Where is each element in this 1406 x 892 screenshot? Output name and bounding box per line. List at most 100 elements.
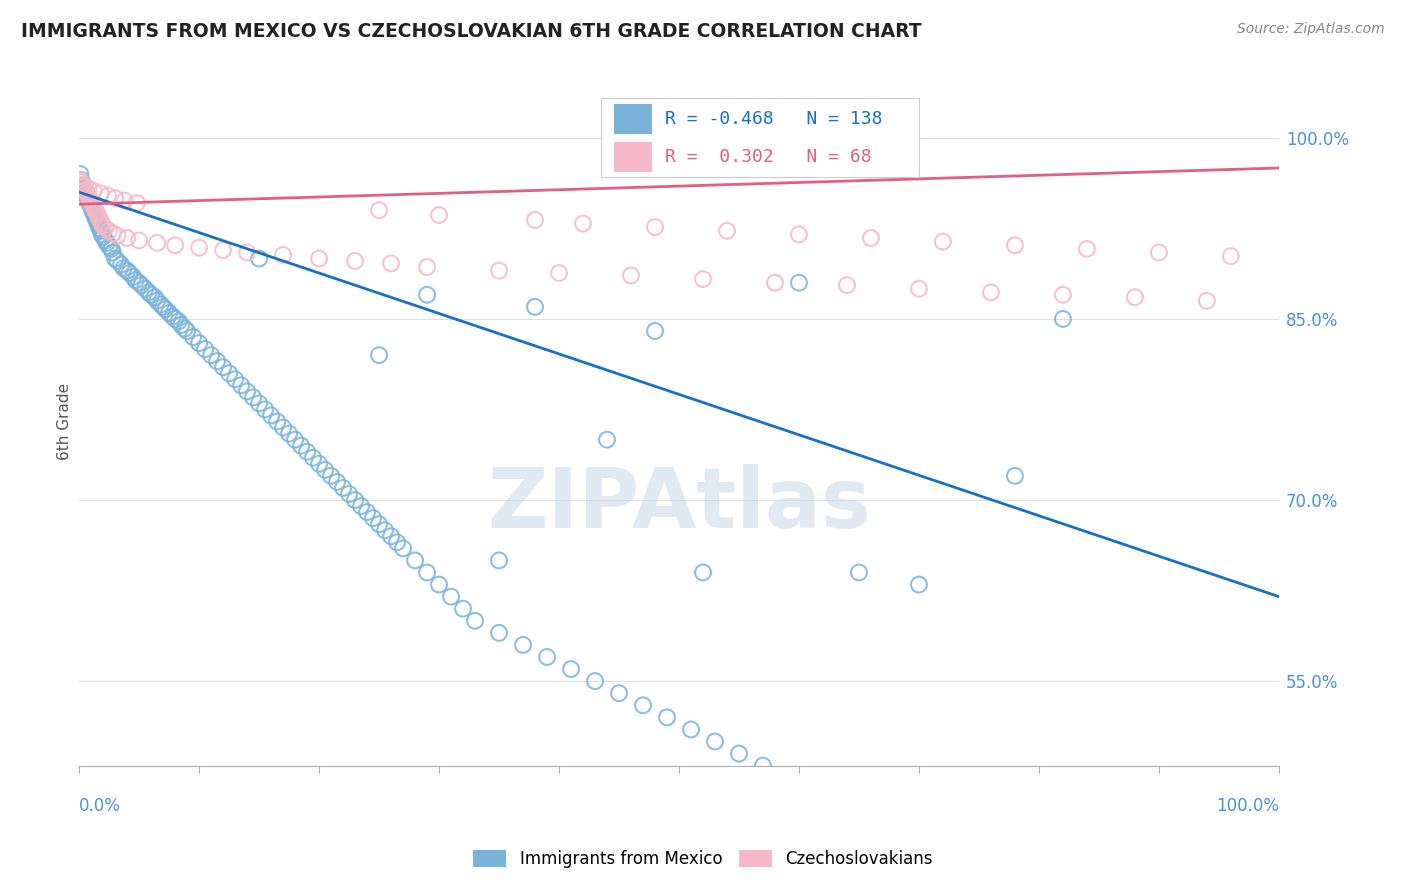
Point [143,290,166,304]
Point [75,185,97,199]
Point [308,252,330,266]
Point [90,186,112,201]
Point [787,227,810,242]
Point [488,263,510,277]
Point [524,213,547,227]
Point [83,184,105,198]
Point [96,235,118,250]
Point [86,215,108,229]
Point [908,577,931,591]
Point [90,217,112,231]
Point [70,176,93,190]
Point [787,276,810,290]
Point [146,235,169,250]
Point [728,747,751,761]
Point [100,242,122,256]
Point [229,378,252,392]
Point [110,258,132,272]
Point [920,843,942,857]
Point [1052,287,1074,301]
Point [326,475,349,489]
Point [138,285,160,300]
Point [181,330,204,344]
Point [98,224,121,238]
Point [692,566,714,580]
Point [173,321,195,335]
Point [752,758,775,772]
Point [260,409,283,423]
Point [112,261,135,276]
Legend: Immigrants from Mexico, Czechoslovakians: Immigrants from Mexico, Czechoslovakians [467,843,939,875]
Point [361,511,384,525]
Point [77,181,100,195]
Point [114,194,136,208]
Point [75,188,97,202]
Point [967,867,990,881]
Point [620,268,643,283]
Point [83,205,105,219]
Point [800,782,823,797]
Point [254,402,277,417]
Point [368,203,391,218]
Point [247,396,270,410]
Point [536,650,558,665]
Point [115,263,138,277]
Point [859,231,882,245]
Point [83,209,105,223]
Point [512,638,534,652]
Point [104,252,127,266]
Point [77,190,100,204]
Point [76,187,98,202]
Point [416,287,439,301]
Point [89,221,111,235]
Point [115,231,138,245]
Point [524,300,547,314]
Point [368,517,391,532]
Point [404,553,426,567]
Point [79,197,101,211]
Point [94,221,117,235]
Point [776,771,799,785]
Point [278,426,301,441]
Point [344,254,367,268]
Point [80,194,103,209]
Point [72,178,94,192]
Point [236,384,259,399]
Point [308,457,330,471]
Point [380,256,402,270]
Point [70,173,93,187]
Point [97,188,120,202]
Point [188,336,211,351]
Point [107,254,129,268]
Text: ZIPAtlas: ZIPAtlas [486,464,870,545]
Point [73,180,96,194]
Point [101,226,124,240]
Point [90,214,112,228]
Point [188,241,211,255]
Point [440,590,463,604]
Y-axis label: 6th Grade: 6th Grade [58,383,72,460]
Point [212,243,235,257]
Point [1052,312,1074,326]
Point [82,197,104,211]
Point [134,282,156,296]
Point [1195,293,1218,308]
Point [607,686,630,700]
Point [86,207,108,221]
Point [266,415,288,429]
Point [824,795,846,809]
Point [1076,242,1098,256]
Point [162,310,184,324]
Point [90,227,112,242]
Point [91,229,114,244]
Point [77,194,100,208]
Point [896,831,918,846]
Point [98,239,121,253]
Point [763,276,786,290]
Point [932,235,955,249]
Point [392,541,415,556]
Point [128,234,150,248]
Point [1147,245,1170,260]
Point [416,260,439,274]
Point [679,723,702,737]
